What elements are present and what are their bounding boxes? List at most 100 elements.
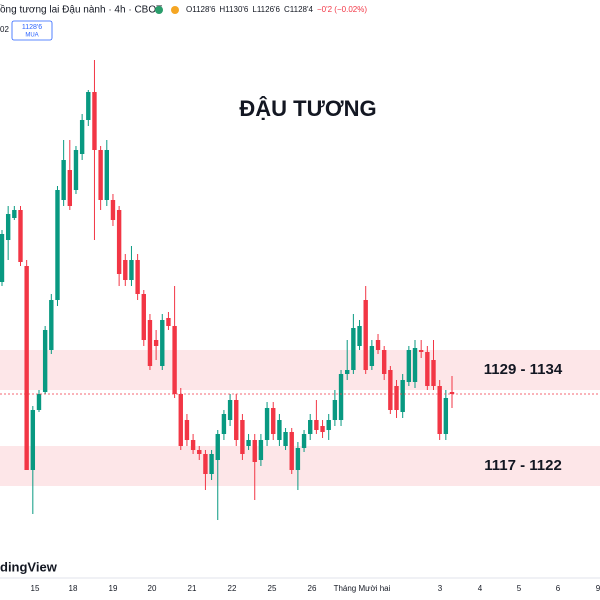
candle-body [449,392,455,394]
x-tick-label: 6 [556,584,561,593]
candle-body [363,300,368,370]
candle-body [431,360,436,386]
candle-body [123,260,128,280]
candle-body [203,454,208,474]
candle-body [369,346,375,366]
watermark: dingView [0,559,58,574]
x-tick-label: 20 [148,584,157,593]
status-dot [171,6,179,14]
candle-body [184,420,190,440]
candle-body [283,432,288,446]
candle-body [277,420,282,440]
candle-body [49,300,54,350]
candle-body [289,432,294,470]
candle-body [314,420,319,430]
candle-body [110,200,116,220]
x-tick-label: 3 [438,584,443,593]
x-tick-label: 19 [109,584,118,593]
candle-body [178,394,183,446]
candle-body [381,350,387,374]
candle-body [129,260,134,280]
candle-body [73,150,79,190]
x-tick-label: Tháng Mười hai [334,584,391,593]
candle-body [351,328,356,370]
candle-body [246,440,251,446]
badge-action[interactable]: MUA [25,33,38,39]
badge-price[interactable]: 1128'6 [22,24,42,31]
x-tick-label: 4 [478,584,483,593]
candle-body [240,420,245,454]
candle-body [67,170,73,206]
candle-body [264,408,270,440]
x-tick-label: 15 [31,584,40,593]
candle-body [36,394,42,410]
candle-body [160,320,165,366]
candle-body [116,210,122,274]
candle-body [147,320,153,366]
candle-body [406,350,412,382]
candle-body [357,326,362,346]
candle-body [197,450,202,454]
candle-body [5,214,11,240]
candle-body [153,340,159,346]
candle-body [61,160,66,200]
candle-body [221,414,227,434]
candle-body [209,454,214,474]
candle-body [18,210,23,262]
ohlc-legend: L1126'6 [252,5,280,14]
candle-body [227,400,233,420]
candle-body [437,386,442,434]
chart-title: ĐẬU TƯƠNG [239,96,376,121]
x-tick-label: 18 [69,584,78,593]
candle-body [135,260,140,294]
candle-body [172,326,177,394]
candle-body [30,410,36,470]
candle-body [86,92,91,120]
candle-body [400,380,405,412]
candle-body [301,434,307,448]
candle-body [79,120,85,154]
zone-label: 1117 - 1122 [484,457,562,474]
candle-body [308,420,313,434]
ohlc-legend: −0'2 (−0.02%) [317,5,367,14]
x-tick-label: 9 [596,584,600,593]
candle-body [92,92,97,150]
candle-body [12,210,17,218]
candle-body [42,330,48,392]
candle-body [443,398,449,434]
x-tick-label: 5 [517,584,522,593]
candle-body [141,294,146,340]
buy-badge[interactable] [11,20,53,41]
candle-body [258,440,264,460]
status-dot [155,6,163,14]
candles [0,60,455,520]
ohlc-legend: O1128'6 [186,5,216,14]
candle-body [98,150,103,200]
x-tick-label: 21 [188,584,197,593]
candle-body [55,190,60,300]
candle-body [332,400,338,420]
candle-body [320,426,325,432]
candle-body [271,408,276,434]
candle-body [252,440,257,462]
ohlc-legend: C1128'4 [284,5,314,14]
candle-body [24,266,29,470]
candle-body [375,340,381,350]
candle-body [388,370,393,410]
candle-body [234,400,239,440]
candle-body [190,440,196,450]
symbol: ồng tương lai Đậu nành · 4h · CBOT [0,4,162,16]
ohlc-legend: H1130'6 [219,5,249,14]
candle-body [0,234,5,282]
candle-body [412,348,418,382]
candle-body [215,434,220,460]
candle-body [418,350,424,352]
candle-body [166,318,171,326]
candle-body [295,448,301,470]
zones: 1129 - 1134 1117 - 1122 [0,350,600,486]
candle-body [345,370,350,374]
candle-body [394,386,399,410]
candle-body [338,374,344,420]
